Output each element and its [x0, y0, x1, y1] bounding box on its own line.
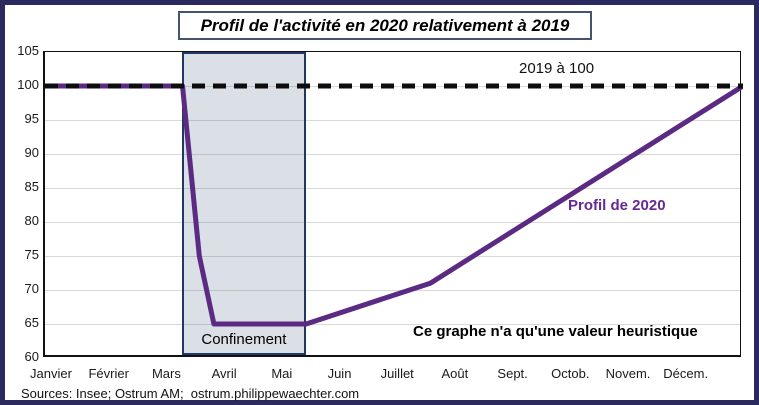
y-tick-95: 95	[24, 111, 39, 126]
line-chart-canvas	[45, 83, 743, 327]
x-tick-dcem: Décem.	[663, 366, 709, 381]
gridline-80	[45, 221, 740, 223]
y-tick-70: 70	[24, 281, 39, 296]
x-tick-fvrier: Février	[88, 366, 129, 381]
y-tick-75: 75	[24, 247, 39, 262]
x-tick-juillet: Juillet	[380, 366, 414, 381]
y-tick-85: 85	[24, 179, 39, 194]
x-tick-juin: Juin	[327, 366, 352, 381]
series-label: Profil de 2020	[568, 197, 666, 214]
y-tick-105: 105	[17, 43, 39, 58]
plot-area: Confinement	[43, 51, 743, 357]
heuristic-note: Ce graphe n'a qu'une valeur heuristique	[413, 323, 698, 340]
x-tick-octob: Octob.	[551, 366, 590, 381]
confinement-region: Confinement	[181, 52, 307, 355]
x-tick-mai: Mai	[271, 366, 293, 381]
gridline-95	[45, 119, 740, 121]
x-tick-mars: Mars	[151, 366, 181, 381]
reference-line-label: 2019 à 100	[519, 60, 595, 77]
y-tick-90: 90	[24, 145, 39, 160]
x-tick-aot: Août	[441, 366, 469, 381]
x-tick-janvier: Janvier	[30, 366, 72, 381]
gridline-90	[45, 153, 740, 155]
chart-title: Profil de l'activité en 2020 relativemen…	[200, 15, 570, 35]
gridline-75	[45, 255, 740, 257]
y-tick-65: 65	[24, 315, 39, 330]
y-tick-80: 80	[24, 213, 39, 228]
gridline-85	[45, 187, 740, 189]
x-tick-novem: Novem.	[605, 366, 651, 381]
gridline-65	[45, 323, 740, 325]
y-tick-100: 100	[17, 77, 39, 92]
sources-text: Sources: Insee; Ostrum AM; ostrum.philip…	[21, 386, 360, 401]
x-tick-avril: Avril	[211, 366, 237, 381]
x-tick-sept: Sept.	[497, 366, 528, 381]
chart-title-box: Profil de l'activité en 2020 relativemen…	[178, 11, 592, 40]
confinement-label: Confinement	[201, 331, 287, 348]
y-tick-60: 60	[24, 349, 39, 364]
gridline-70	[45, 289, 740, 291]
